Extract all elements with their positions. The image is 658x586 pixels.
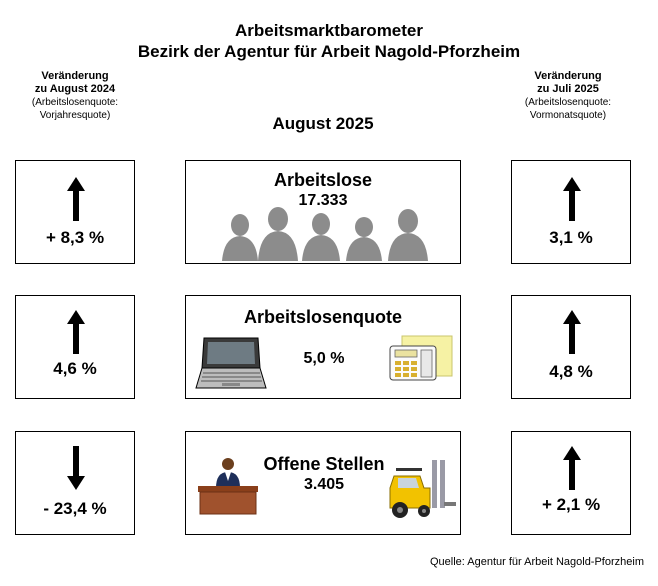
- row2-right-change-box: 4,8 %: [511, 295, 631, 399]
- left-heading-line1: Veränderung: [41, 70, 109, 82]
- row2-left-change: 4,6 %: [53, 359, 97, 378]
- row3-centre-box: Offene Stellen 3.405: [185, 431, 461, 535]
- people-silhouettes-icon: [222, 207, 428, 261]
- up-arrow-icon: [67, 310, 85, 354]
- row1-centre-box: Arbeitslose 17.333: [185, 160, 461, 264]
- page-subtitle: Bezirk der Agentur für Arbeit Nagold-Pfo…: [137, 42, 521, 61]
- row3-right-change-box: + 2,1 %: [511, 431, 631, 535]
- right-heading-line2: zu Juli 2025: [537, 83, 599, 95]
- source-note: Quelle: Agentur für Arbeit Nagold-Pforzh…: [429, 556, 644, 568]
- row2-label: Arbeitslosenquote: [243, 307, 403, 327]
- page-title: Arbeitsmarktbarometer: [234, 21, 423, 40]
- left-column-heading: Veränderung zu August 2024 (Arbeitslosen…: [15, 70, 135, 122]
- row2-centre-box: Arbeitslosenquote 5,0 %: [185, 295, 461, 399]
- right-column-heading: Veränderung zu Juli 2025 (Arbeitslosenqu…: [508, 70, 628, 122]
- up-arrow-icon: [563, 177, 581, 221]
- up-arrow-icon: [67, 177, 85, 221]
- calculator-icon: [389, 335, 453, 381]
- up-arrow-icon: [563, 446, 581, 490]
- row1-left-change: + 8,3 %: [45, 228, 105, 247]
- row3-left-change: - 23,4 %: [43, 499, 107, 518]
- right-heading-line1: Veränderung: [534, 70, 602, 82]
- up-arrow-icon: [563, 310, 581, 354]
- month-label: August 2025: [272, 114, 374, 133]
- row2-value: 5,0 %: [303, 350, 345, 367]
- row3-left-change-box: - 23,4 %: [15, 431, 135, 535]
- row2-right-change: 4,8 %: [549, 362, 593, 381]
- left-sub-line1: (Arbeitslosenquote:: [31, 97, 119, 108]
- row3-label: Offene Stellen: [263, 454, 385, 474]
- row1-label: Arbeitslose: [273, 170, 373, 190]
- left-heading-line2: zu August 2024: [34, 83, 116, 95]
- left-sub-line2: Vorjahresquote): [39, 110, 111, 121]
- row1-right-change-box: 3,1 %: [511, 160, 631, 264]
- right-sub-line2: Vormonatsquote): [529, 110, 607, 121]
- forklift-icon: [389, 460, 456, 518]
- row2-left-change-box: 4,6 %: [15, 295, 135, 399]
- right-sub-line1: (Arbeitslosenquote:: [524, 97, 612, 108]
- row1-left-change-box: + 8,3 %: [15, 160, 135, 264]
- row3-value: 3.405: [303, 476, 345, 493]
- office-worker-icon: [198, 458, 258, 515]
- row3-right-change: + 2,1 %: [541, 495, 601, 514]
- down-arrow-icon: [67, 446, 85, 490]
- row1-right-change: 3,1 %: [549, 228, 593, 247]
- laptop-icon: [195, 337, 267, 389]
- row1-value: 17.333: [298, 192, 348, 209]
